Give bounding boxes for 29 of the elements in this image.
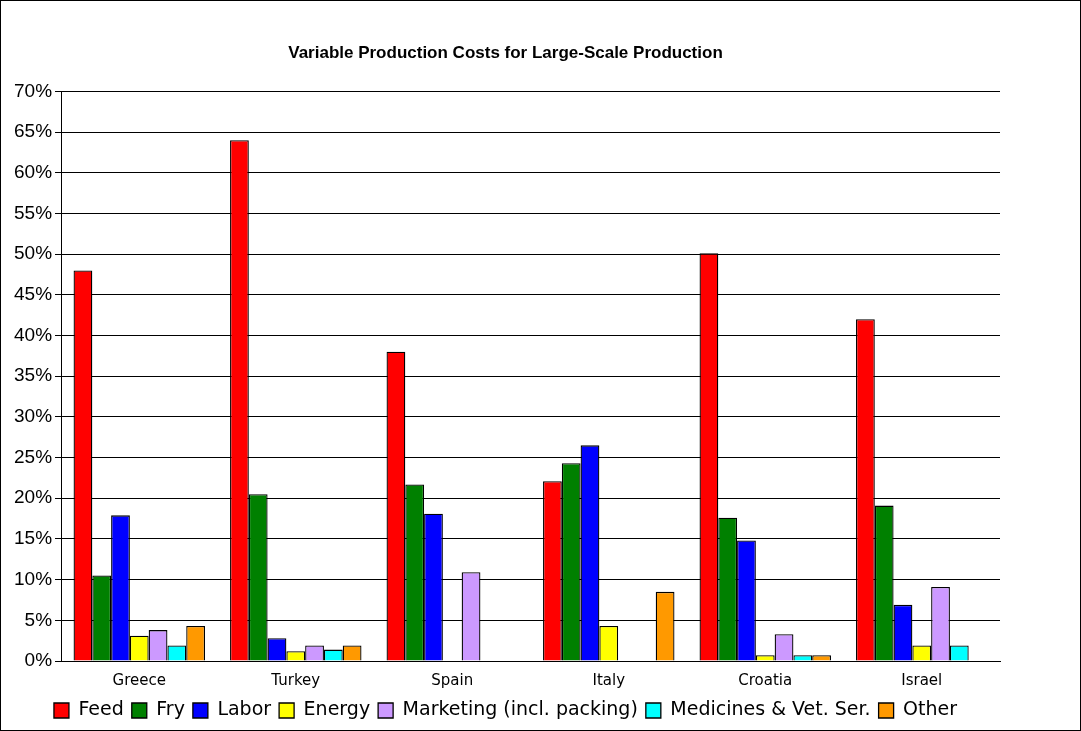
x-tick-label: Israel bbox=[901, 670, 943, 689]
y-tick-label: 50% bbox=[14, 242, 53, 264]
y-tick-label: 20% bbox=[14, 486, 53, 508]
legend-label: Other bbox=[903, 697, 958, 720]
y-tick-label: 65% bbox=[14, 120, 53, 142]
y-tick-label: 70% bbox=[14, 79, 53, 101]
x-tick-label: Spain bbox=[431, 670, 474, 689]
y-tick-label: 35% bbox=[14, 364, 53, 386]
y-tick-label: 0% bbox=[24, 649, 53, 671]
legend-label: Marketing (incl. packing) bbox=[402, 697, 638, 720]
y-tick-label: 5% bbox=[24, 608, 53, 630]
y-tick-label: 45% bbox=[14, 283, 53, 305]
x-tick-label: Croatia bbox=[738, 670, 793, 689]
y-tick-label: 30% bbox=[14, 405, 53, 427]
x-tick-label: Turkey bbox=[270, 670, 321, 689]
legend-label: Fry bbox=[156, 697, 185, 720]
x-tick-label: Greece bbox=[112, 670, 166, 689]
y-tick-label: 60% bbox=[14, 161, 53, 183]
legend-label: Labor bbox=[217, 697, 272, 720]
x-tick-label: Italy bbox=[592, 670, 626, 689]
legend-label: Feed bbox=[78, 697, 124, 720]
y-tick-label: 25% bbox=[14, 445, 53, 467]
chart-title: Variable Production Costs for Large-Scale Production bbox=[288, 42, 723, 62]
legend-label: Medicines & Vet. Ser. bbox=[670, 697, 871, 720]
y-tick-label: 40% bbox=[14, 323, 53, 345]
y-tick-label: 55% bbox=[14, 201, 53, 223]
y-tick-label: 15% bbox=[14, 527, 53, 549]
legend-label: Energy bbox=[303, 697, 371, 720]
y-tick-label: 10% bbox=[14, 567, 53, 589]
